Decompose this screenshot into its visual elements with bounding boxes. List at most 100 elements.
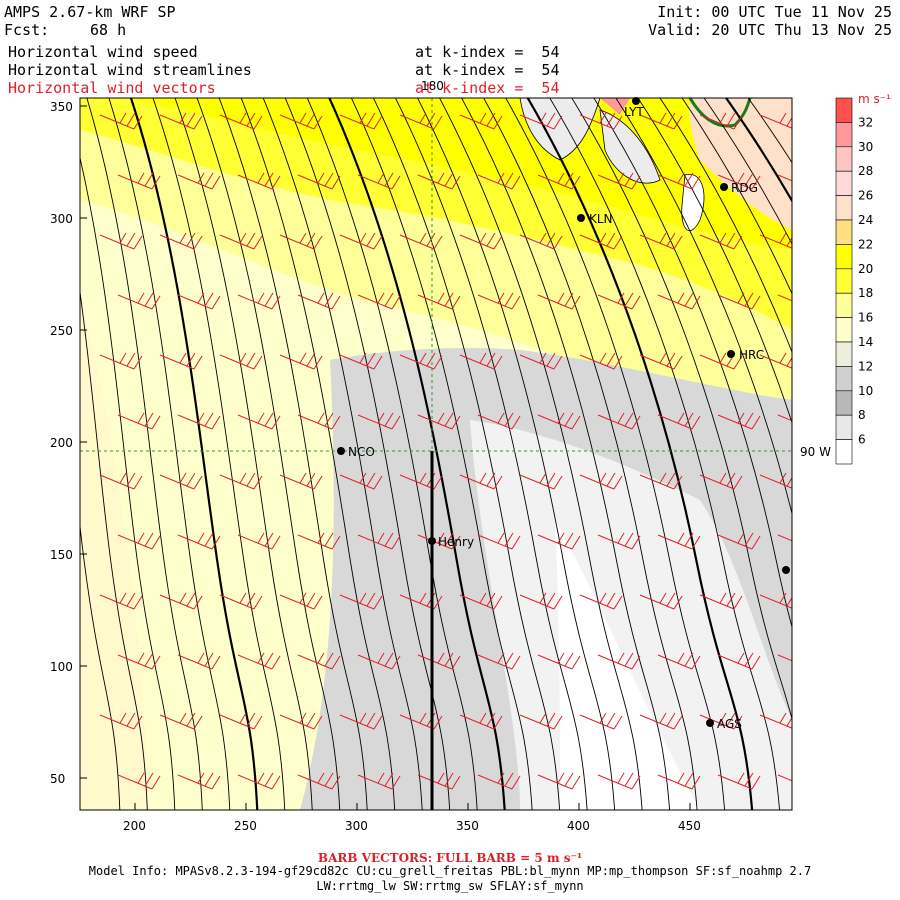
x-tick-label: 200 <box>123 819 146 833</box>
wind-barb <box>417 652 461 670</box>
wind-barb <box>417 292 461 310</box>
colorbar-swatch <box>835 366 853 392</box>
speed-fill-30 <box>600 98 630 115</box>
colorbar-tick-label: 18 <box>858 286 873 300</box>
wind-barb <box>237 412 281 430</box>
wind-barb <box>639 232 683 250</box>
wind-barb <box>777 534 792 542</box>
colorbar-swatch <box>835 439 853 465</box>
wind-barb <box>579 232 623 250</box>
colorbar-swatch <box>835 317 853 343</box>
wind-barb <box>459 712 503 730</box>
wind-barb <box>339 472 383 490</box>
wind-barb <box>759 352 792 369</box>
x-tick-label: 300 <box>345 819 368 833</box>
wind-barb <box>279 592 323 610</box>
wind-barb <box>339 352 383 370</box>
streamline <box>284 98 451 810</box>
y-tick-label: 250 <box>50 324 73 338</box>
station-edge <box>782 566 790 574</box>
colorbar-swatch <box>835 341 853 367</box>
streamline <box>86 98 203 810</box>
wind-barb <box>759 232 792 249</box>
wind-barb <box>777 654 792 662</box>
wind-barb <box>777 174 792 182</box>
colorbar-swatch <box>835 414 853 440</box>
wind-barb <box>777 774 792 782</box>
wind-barb <box>579 592 623 610</box>
streamline <box>483 98 698 810</box>
x-axis: 200 250 300 350 400 450 <box>123 803 701 833</box>
colorbar-tick-label: 26 <box>858 189 873 203</box>
wind-barb <box>537 412 581 430</box>
wind-barb <box>759 112 792 129</box>
wind-barb <box>219 712 263 730</box>
wind-barb <box>477 172 521 190</box>
wind-barb <box>297 652 341 670</box>
model-info-line-2: LW:rrtmg_lw SW:rrtmg_sw SFLAY:sf_mynn <box>316 879 584 893</box>
station-kln: KLN <box>577 212 613 226</box>
streamline <box>417 98 616 810</box>
wind-barb <box>159 712 203 730</box>
wind-barb <box>579 352 623 370</box>
streamline <box>549 98 780 810</box>
wind-barb <box>399 712 443 730</box>
wind-barb <box>99 592 143 610</box>
wind-barb <box>237 772 281 790</box>
x-tick-label: 250 <box>234 819 257 833</box>
wind-barb <box>657 652 701 670</box>
streamline <box>152 98 286 810</box>
wind-barb <box>657 532 701 550</box>
streamline <box>461 98 671 810</box>
wind-barb <box>357 172 401 190</box>
wind-barb <box>717 532 761 550</box>
wind-barb <box>117 172 161 190</box>
wind-barb <box>297 772 341 790</box>
wind-barb <box>699 352 743 370</box>
streamline <box>108 98 231 810</box>
wind-barb <box>537 652 581 670</box>
wind-barb <box>759 592 792 609</box>
wind-barb <box>699 592 743 610</box>
y-tick-label: 150 <box>50 548 73 562</box>
streamline <box>328 98 506 810</box>
wind-barb <box>657 172 701 190</box>
wind-barb <box>417 772 461 790</box>
colorbar-tick-label: 32 <box>858 115 873 129</box>
colorbar-tick-label: 20 <box>858 262 873 276</box>
station-ags: AGS <box>706 717 742 731</box>
wind-barb <box>459 232 503 250</box>
wind-barb <box>537 532 581 550</box>
wind-barb <box>339 592 383 610</box>
y-tick-label: 200 <box>50 436 73 450</box>
wind-barb <box>297 172 341 190</box>
wind-barb <box>477 652 521 670</box>
wind-barb <box>777 294 792 302</box>
station-label-ags: AGS <box>717 717 742 731</box>
wind-barb <box>477 292 521 310</box>
station-label-henry: Henry <box>438 535 474 549</box>
wind-barb <box>99 112 143 130</box>
streamline <box>703 98 792 246</box>
wind-barb <box>639 712 683 730</box>
wind-barb <box>237 292 281 310</box>
speed-fill-west <box>80 300 150 810</box>
wind-barb <box>99 712 143 730</box>
colorbar-swatch <box>835 219 853 245</box>
x-tick-label: 350 <box>456 819 479 833</box>
streamline <box>80 155 176 810</box>
wind-barb <box>177 412 221 430</box>
wind-barb <box>177 772 221 790</box>
y-tick-label: 300 <box>50 212 73 226</box>
streamline <box>240 98 396 810</box>
wind-barb <box>597 652 641 670</box>
wind-barb <box>339 712 383 730</box>
wind-barb <box>159 232 203 250</box>
streamline <box>615 98 792 516</box>
wind-barb <box>597 532 641 550</box>
wind-barb <box>219 352 263 370</box>
field-name-streamlines: Horizontal wind streamlines <box>8 61 252 79</box>
wind-barb <box>219 472 263 490</box>
colorbar-swatch <box>835 97 853 123</box>
field-level-speed: at k-index = 54 <box>415 43 560 61</box>
